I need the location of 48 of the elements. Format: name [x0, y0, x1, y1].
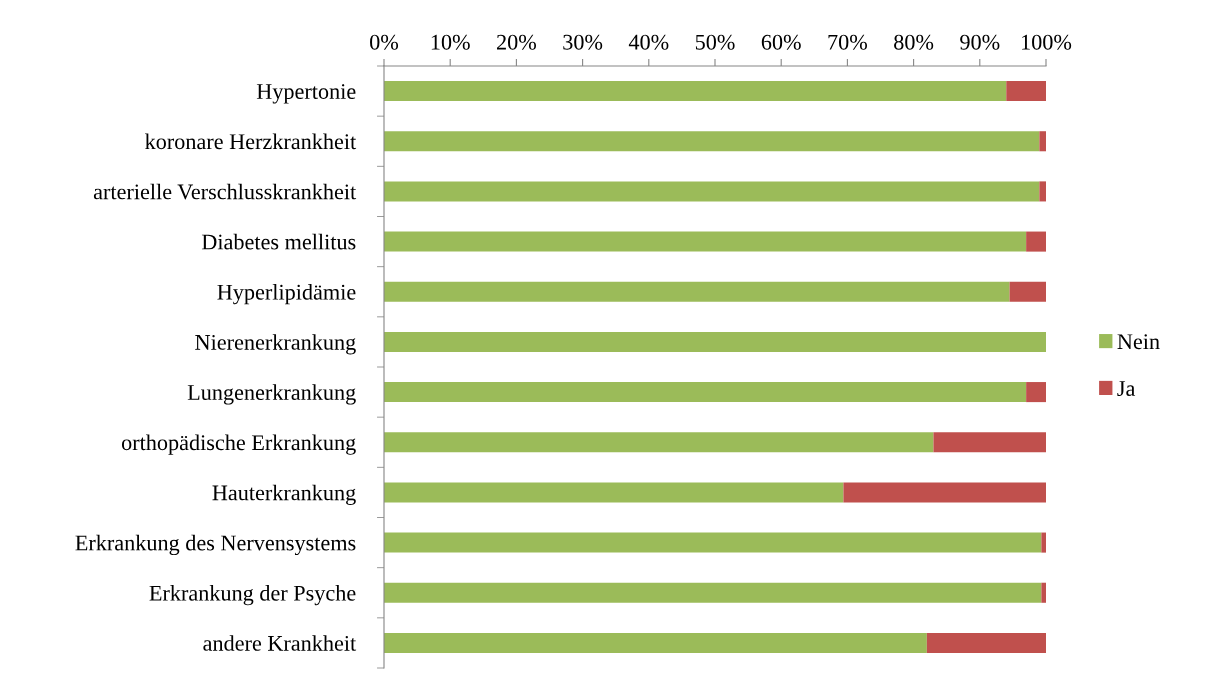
y-tick-label: Nierenerkrankung — [195, 334, 356, 355]
bar — [384, 81, 1007, 102]
y-tick-label: arterielle Verschlusskrankheit — [93, 183, 357, 200]
x-tick-label: 50% — [695, 34, 735, 50]
x-tick-label: 40% — [628, 34, 669, 50]
bar — [843, 482, 1046, 503]
y-tick-label: andere Krankheit — [203, 635, 357, 651]
bar — [1039, 131, 1046, 152]
bar — [384, 281, 1010, 302]
x-tick-label: 30% — [563, 34, 603, 50]
bar — [1041, 532, 1046, 553]
x-tick-label: 10% — [431, 34, 470, 50]
x-tick-label: 90% — [960, 34, 1000, 50]
y-tick-label: Erkrankung der Psyche — [149, 585, 356, 606]
bar — [384, 582, 1042, 603]
y-tick-label: koronare Herzkrankheit — [145, 133, 357, 150]
bar — [384, 181, 1040, 202]
bar — [384, 331, 1046, 352]
x-tick-label: 60% — [761, 34, 801, 50]
y-tick-label: orthopädische Erkrankung — [121, 434, 356, 455]
x-tick-label: 0% — [370, 34, 399, 50]
x-tick-label: 70% — [828, 34, 868, 50]
bar — [1039, 181, 1046, 202]
y-tick-label: Diabetes mellitus — [201, 233, 356, 250]
bar — [384, 231, 1027, 252]
x-tick-label: 100% — [1022, 34, 1072, 50]
bar — [384, 131, 1040, 152]
bar — [384, 432, 934, 453]
bar — [1009, 281, 1046, 302]
x-tick-label: 80% — [894, 34, 934, 50]
legend-label: Nein — [1117, 334, 1160, 350]
bar — [1026, 382, 1046, 403]
bar — [384, 532, 1042, 553]
y-tick-label: Hauterkrankung — [212, 484, 356, 505]
y-tick-label: Hypertonie — [256, 84, 356, 104]
bar — [384, 632, 927, 653]
y-tick-label: Hyperlipidämie — [217, 284, 356, 305]
y-tick-label: Erkrankung des Nervensystems — [75, 534, 356, 556]
bar — [384, 482, 844, 503]
bar — [1026, 231, 1046, 252]
bar — [384, 382, 1027, 403]
x-tick-label: 20% — [497, 34, 537, 50]
y-tick-label: Lungenerkrankung — [187, 384, 356, 405]
bar — [1041, 582, 1046, 603]
bar — [926, 632, 1046, 653]
bar — [933, 432, 1046, 453]
legend-label: Ja — [1117, 381, 1136, 396]
bar — [1006, 81, 1046, 102]
